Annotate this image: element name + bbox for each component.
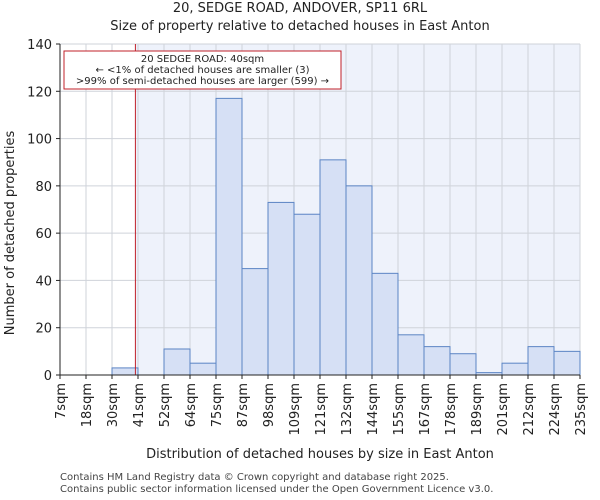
- bar: [319, 159, 347, 376]
- x-axis-label: Distribution of detached houses by size …: [146, 447, 494, 462]
- bar: [345, 185, 373, 376]
- bar: [241, 268, 269, 376]
- x-tick-label: 41sqm: [132, 383, 147, 427]
- y-tick-label: 40: [35, 274, 52, 289]
- x-tick-label: 87sqm: [236, 383, 251, 427]
- footer-line-1: Contains HM Land Registry data © Crown c…: [60, 472, 449, 483]
- x-tick-label: 189sqm: [470, 383, 485, 436]
- chart-subtitle: Size of property relative to detached ho…: [110, 19, 489, 34]
- y-tick-label: 0: [44, 369, 52, 384]
- annotation-text: ← <1% of detached houses are smaller (3): [96, 65, 310, 76]
- bar: [553, 350, 581, 376]
- x-tick-label: 155sqm: [392, 383, 407, 436]
- x-tick-label: 132sqm: [340, 383, 355, 436]
- bar: [111, 367, 139, 376]
- bar: [163, 348, 191, 376]
- x-tick-label: 98sqm: [262, 383, 277, 427]
- x-tick-label: 121sqm: [314, 383, 329, 436]
- y-tick-label: 100: [27, 133, 52, 148]
- bar: [397, 334, 425, 376]
- bar: [215, 97, 243, 376]
- y-tick-label: 20: [35, 322, 52, 337]
- x-tick-label: 235sqm: [574, 383, 589, 436]
- x-tick-label: 144sqm: [366, 383, 381, 436]
- y-tick-label: 140: [27, 38, 52, 53]
- x-tick-label: 64sqm: [184, 383, 199, 427]
- x-tick-label: 212sqm: [522, 383, 537, 436]
- x-tick-label: 224sqm: [548, 383, 563, 436]
- x-tick-label: 7sqm: [54, 383, 69, 419]
- annotation-text: >99% of semi-detached houses are larger …: [76, 76, 329, 87]
- bar: [501, 362, 529, 376]
- plot-area: 0 20 40 60 80 100 120 140 7sqm 18sqm 30sqm 41sqm 52s…: [27, 38, 589, 436]
- x-tick-label: 201sqm: [496, 383, 511, 436]
- chart-title: 20, SEDGE ROAD, ANDOVER, SP11 6RL: [173, 1, 428, 16]
- y-tick-label: 60: [35, 227, 52, 242]
- bar: [189, 362, 217, 376]
- footer-line-2: Contains public sector information licen…: [60, 484, 494, 495]
- x-tick-label: 30sqm: [106, 383, 121, 427]
- annotation-text: 20 SEDGE ROAD: 40sqm: [141, 54, 264, 65]
- y-axis-label: Number of detached properties: [3, 131, 18, 336]
- x-tick-label: 18sqm: [80, 383, 95, 427]
- bar: [267, 201, 295, 376]
- bar: [527, 346, 555, 376]
- x-tick-label: 52sqm: [158, 383, 173, 427]
- x-tick-label: 178sqm: [444, 383, 459, 436]
- y-tick-label: 80: [35, 180, 52, 195]
- bar: [371, 272, 399, 376]
- x-tick-label: 167sqm: [418, 383, 433, 436]
- x-tick-label: 109sqm: [288, 383, 303, 436]
- bar: [449, 353, 477, 376]
- y-tick-label: 120: [27, 85, 52, 100]
- annotation-box: [63, 50, 342, 90]
- bar: [423, 346, 451, 376]
- x-tick-label: 75sqm: [210, 383, 225, 427]
- bar: [293, 213, 321, 376]
